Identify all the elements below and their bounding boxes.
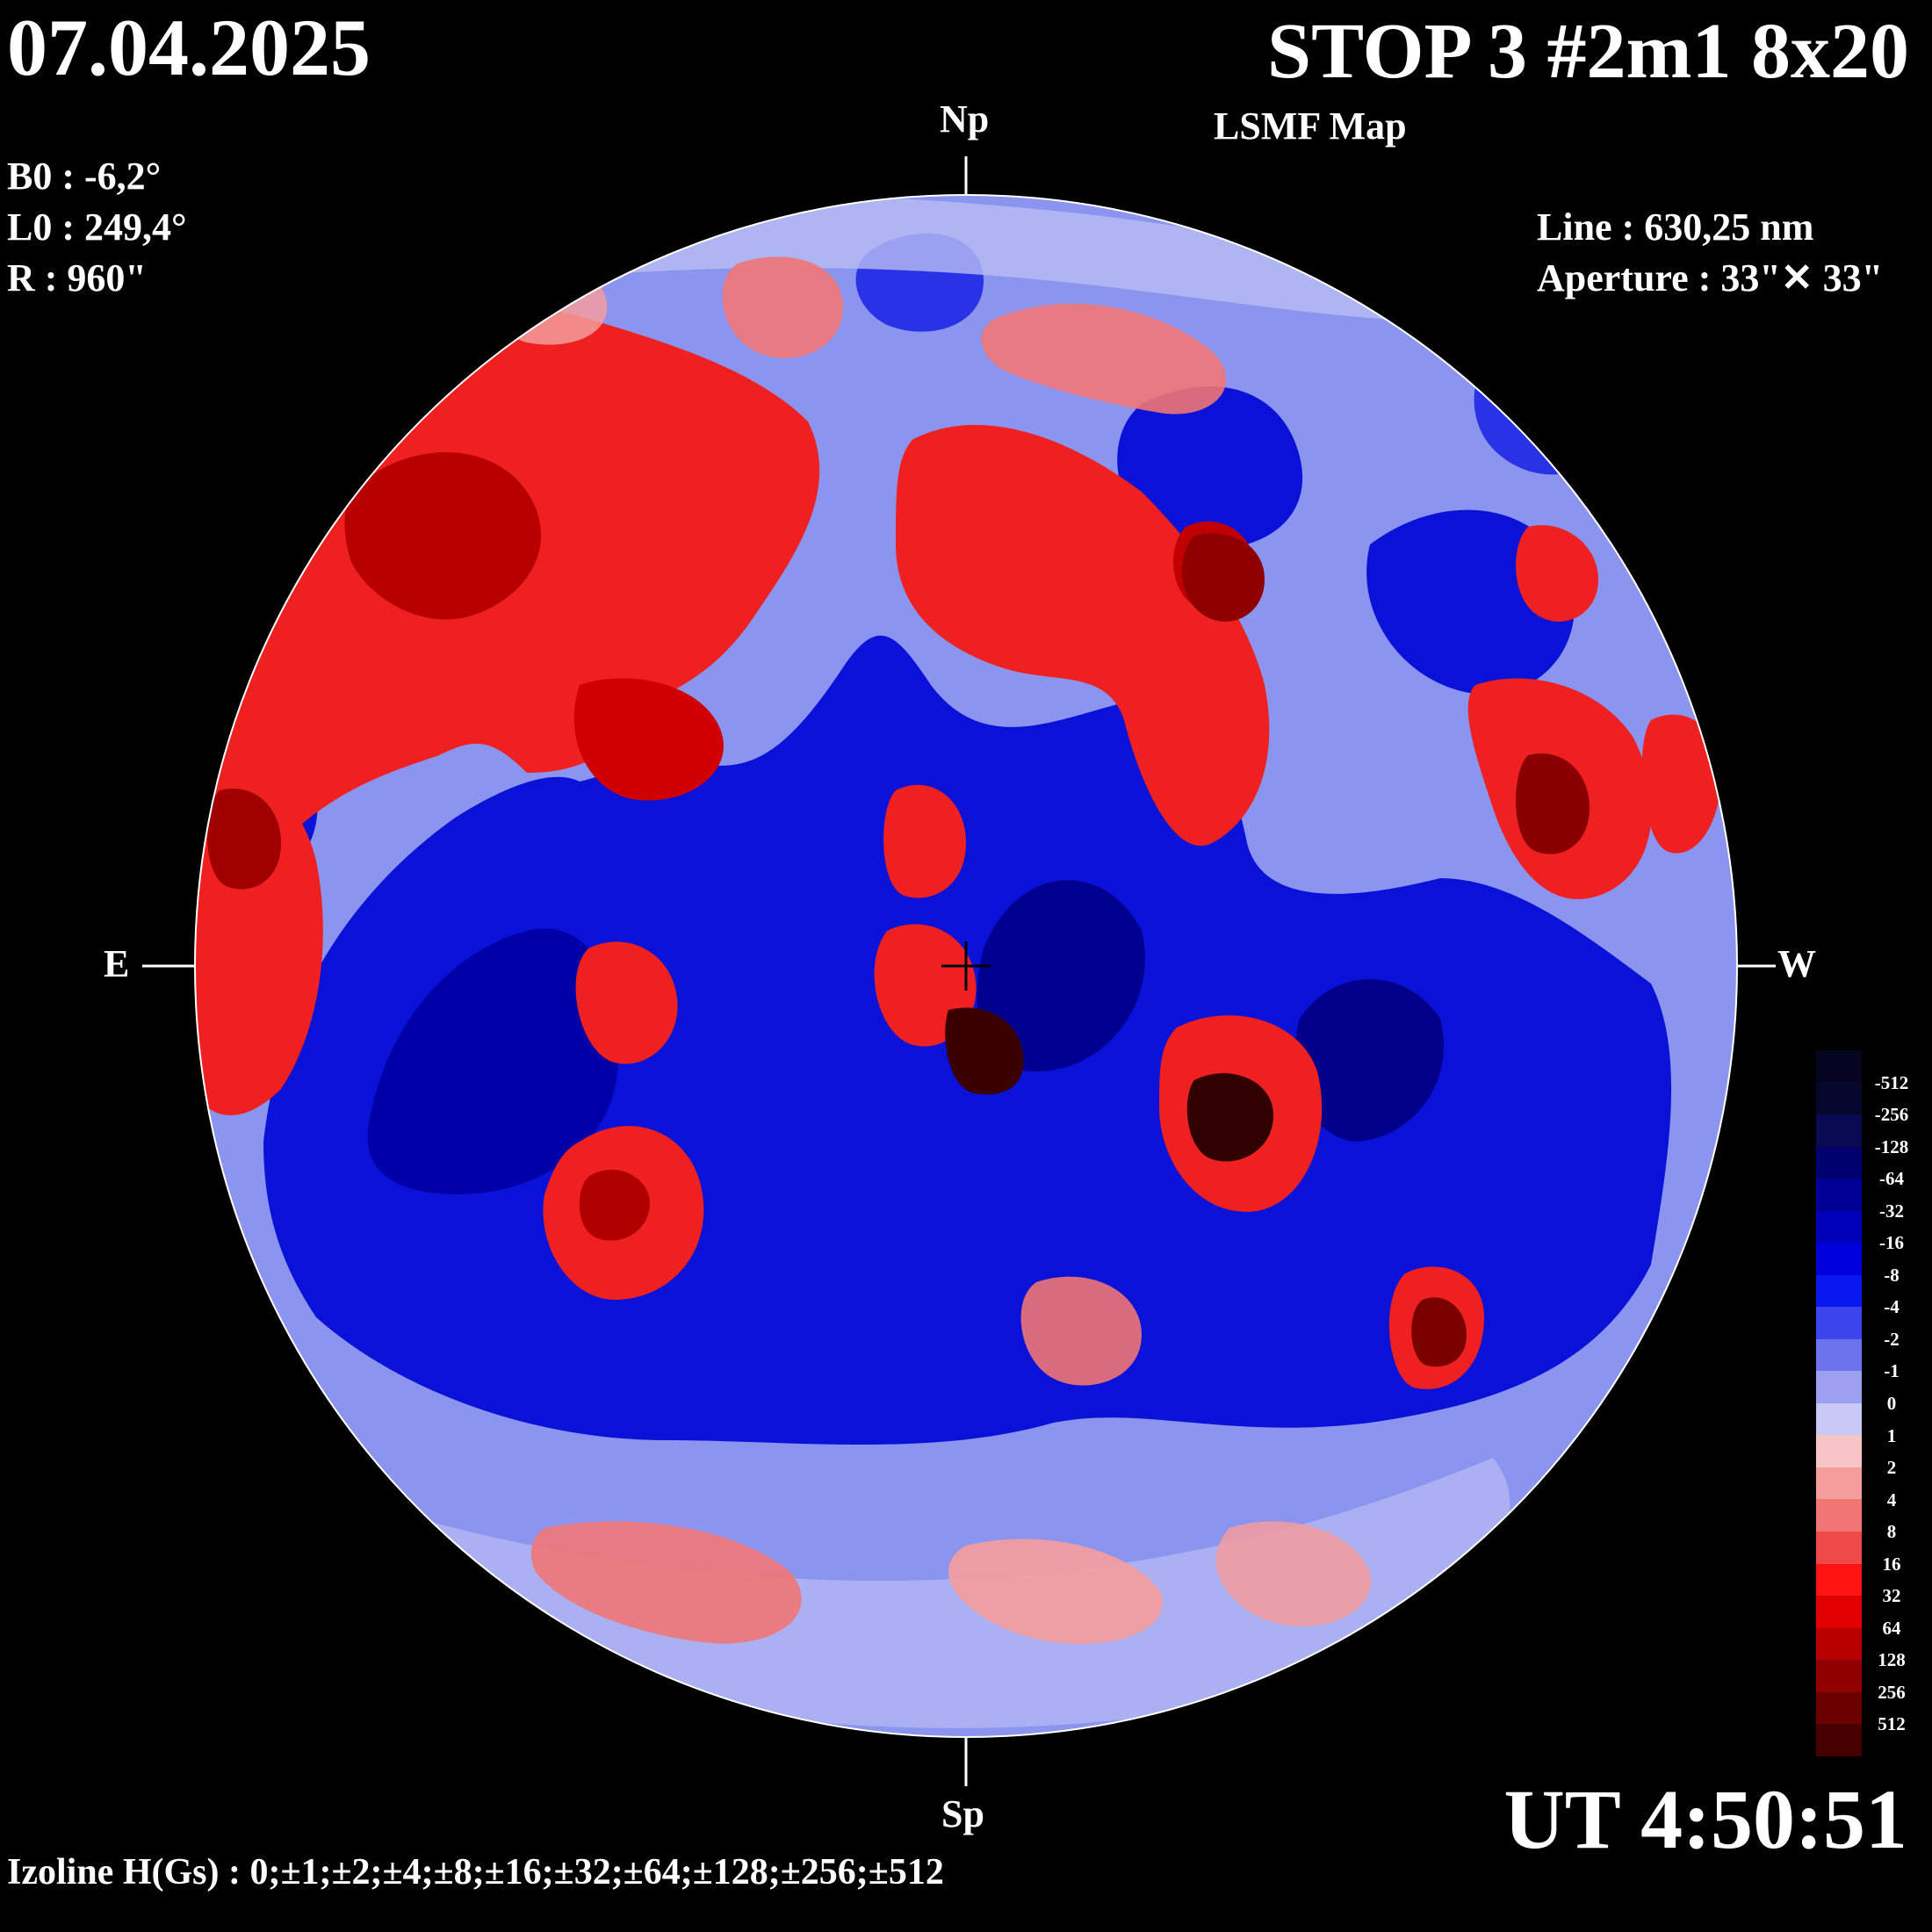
negative-region xyxy=(1117,386,1303,550)
color-scale-label: 4 xyxy=(1886,1489,1897,1510)
color-scale-segment xyxy=(1816,1467,1862,1500)
mixed-region-south xyxy=(1215,1521,1372,1626)
north-pole-label: Np xyxy=(940,97,990,141)
color-scale-segment xyxy=(1816,1050,1862,1083)
color-scale-segment xyxy=(1816,1402,1862,1436)
color-scale-label: -128 xyxy=(1874,1135,1909,1157)
color-scale-label: 1 xyxy=(1886,1424,1897,1446)
color-scale-segment xyxy=(1816,1563,1862,1597)
color-scale-segment xyxy=(1816,1210,1862,1244)
color-scale-segment xyxy=(1816,1531,1862,1564)
mixed-region-north xyxy=(981,303,1227,415)
color-scale-segment xyxy=(1816,1082,1862,1115)
center-crosshair xyxy=(941,941,991,991)
color-scale-segment xyxy=(1816,1114,1862,1147)
color-scale-label: -32 xyxy=(1879,1200,1904,1222)
color-scale-segment xyxy=(1816,1435,1862,1467)
positive-spot-central xyxy=(883,784,966,898)
color-scale-label: 512 xyxy=(1878,1713,1906,1735)
radius-value: R : 960" xyxy=(7,256,147,299)
color-scale-segment xyxy=(1816,1627,1862,1661)
positive-core xyxy=(344,452,542,620)
color-scale-segment xyxy=(1816,1499,1862,1532)
aperture-value: Aperture : 33"✕ 33" xyxy=(1537,256,1884,299)
neutral-belt xyxy=(527,196,1493,321)
color-scale-segment xyxy=(1816,1371,1862,1403)
color-scale-segment xyxy=(1816,1596,1862,1628)
color-scale-label: -4 xyxy=(1884,1296,1900,1318)
negative-core xyxy=(1294,979,1444,1142)
positive-core xyxy=(1186,1073,1273,1162)
color-scale-label: 64 xyxy=(1882,1617,1901,1639)
map-subtitle: LSMF Map xyxy=(1214,105,1407,148)
negative-core xyxy=(367,928,620,1194)
color-scale-label: 0 xyxy=(1886,1393,1897,1414)
positive-core xyxy=(579,1169,650,1241)
positive-core xyxy=(573,678,724,801)
color-scale-label: 8 xyxy=(1886,1521,1897,1543)
color-scale-label: -1 xyxy=(1884,1360,1900,1382)
positive-region-west-limb xyxy=(1641,714,1721,854)
negative-core xyxy=(977,880,1145,1071)
izoline-legend: Izoline H(Gs) : 0;±1;±2;±4;±8;±16;±32;±6… xyxy=(7,1852,944,1892)
color-scale-label: 128 xyxy=(1878,1649,1906,1671)
mixed-region-south xyxy=(948,1539,1163,1644)
color-scale-label: 2 xyxy=(1886,1457,1897,1479)
color-scale-segment xyxy=(1816,1146,1862,1179)
west-label: W xyxy=(1777,942,1816,985)
mixed-region-north xyxy=(722,256,843,358)
color-scale-label: -2 xyxy=(1884,1328,1900,1350)
south-pole-label: Sp xyxy=(941,1792,984,1835)
mixed-region-south xyxy=(530,1521,802,1644)
color-scale-segment xyxy=(1816,1660,1862,1692)
color-scale-segment xyxy=(1816,1691,1862,1725)
color-scale-bar xyxy=(1816,1050,1862,1756)
color-scale-label: -16 xyxy=(1879,1232,1904,1254)
color-scale-label: -512 xyxy=(1874,1071,1909,1093)
positive-core xyxy=(1516,753,1590,854)
color-scale-label: 16 xyxy=(1882,1553,1901,1575)
color-scale-segment xyxy=(1816,1307,1862,1339)
color-scale-segment xyxy=(1816,1243,1862,1275)
color-scale-segment xyxy=(1816,1179,1862,1211)
magnetic-field-regions xyxy=(195,196,1721,1728)
positive-core xyxy=(1182,533,1265,622)
positive-spot-central xyxy=(945,1007,1024,1095)
color-scale-label: 256 xyxy=(1878,1681,1906,1703)
l0-value: L0 : 249,4° xyxy=(7,205,187,249)
observation-time: UT 4:50:51 xyxy=(1503,1772,1907,1866)
positive-spot-east-center xyxy=(575,941,678,1064)
color-scale-label: -8 xyxy=(1884,1264,1900,1286)
line-value: Line : 630,25 nm xyxy=(1537,205,1814,249)
solar-parameters: B0 : -6,2° L0 : 249,4° R : 960" xyxy=(7,151,187,304)
color-scale-labels: -512 -256 -128 -64 -32 -16 -8 -4 -2 -1 0 1 2 4 8 16 32 64… xyxy=(1865,1050,1918,1756)
color-scale-label: 32 xyxy=(1882,1585,1901,1607)
b0-value: B0 : -6,2° xyxy=(7,155,162,198)
positive-region-northwest xyxy=(1516,525,1598,622)
positive-region-north-central xyxy=(896,424,1270,847)
color-scale-label: -256 xyxy=(1874,1104,1909,1126)
color-scale-segment xyxy=(1816,1274,1862,1308)
observation-date: 07.04.2025 xyxy=(7,3,371,92)
instrument-info: Line : 630,25 nm Aperture : 33"✕ 33" xyxy=(1537,202,1883,304)
mixed-region-north xyxy=(485,256,608,345)
color-scale-label: -64 xyxy=(1879,1168,1904,1190)
mixed-region-south xyxy=(1020,1276,1142,1386)
positive-core xyxy=(207,789,281,890)
color-scale-segment xyxy=(1816,1338,1862,1372)
color-scale-segment xyxy=(1816,1724,1862,1756)
map-title: STOP 3 #2m1 8x20 xyxy=(1267,8,1909,95)
positive-core xyxy=(1411,1297,1467,1367)
east-label: E xyxy=(104,942,130,985)
